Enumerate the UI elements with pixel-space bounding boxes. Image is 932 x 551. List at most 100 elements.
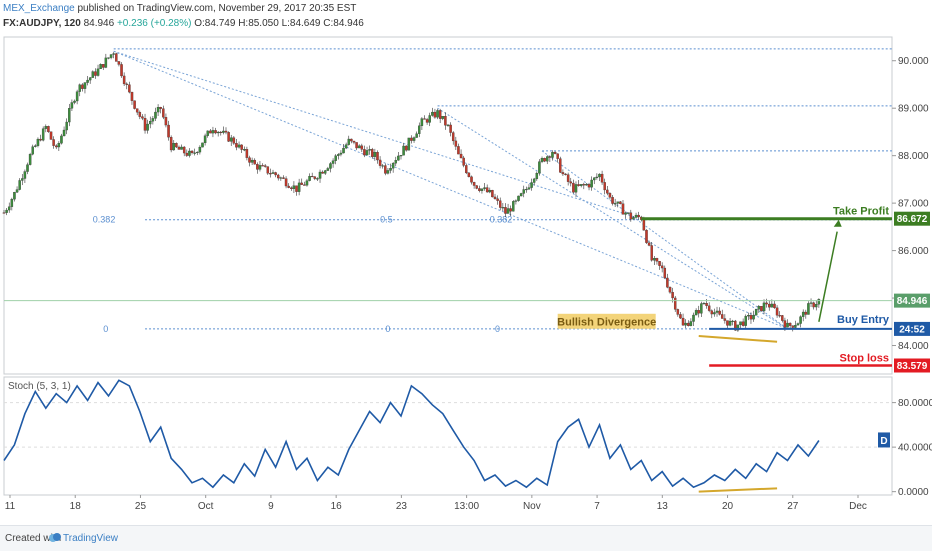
candle-body [551,151,554,158]
candle-body [164,117,168,126]
candle-body [514,200,518,202]
candle-body [587,184,591,188]
candle-body [679,314,682,319]
candle-body [339,152,343,155]
candle-body [78,84,81,92]
price-chart[interactable]: 90.00089.00088.00087.00086.00085.00084.0… [0,34,932,524]
candle-body [316,178,319,180]
candle-body [540,158,544,162]
candle-body [321,171,324,174]
candle-body [788,322,792,326]
candle-body [545,156,549,162]
candle-body [399,155,403,157]
candle-body [666,277,669,288]
price-level-badge [894,358,930,373]
candle-body [410,137,413,141]
candle-body [326,168,330,171]
tradingview-brand[interactable]: TradingView [63,533,119,544]
candle-body [232,137,236,144]
candle-body [715,310,719,313]
candle-body [687,322,690,326]
candle-body [590,179,593,188]
candle-body [151,118,155,122]
candle-body [626,212,630,214]
candle-body [744,315,747,326]
candle-body [509,208,512,212]
symbol-label: FX:AUDJPY, 120 [3,18,81,29]
time-tick-label: 20 [722,501,734,512]
candle-body [65,121,68,131]
candle-body [274,172,277,176]
trend-line [437,107,788,330]
candle-body [658,261,661,266]
candle-body [15,189,19,193]
time-tick-label: 25 [135,501,147,512]
candle-body [720,314,724,319]
candle-body [616,201,620,204]
candle-body [559,158,562,173]
candle-body [162,108,165,118]
candle-body [420,118,424,126]
ohlc-low: L:84.649 [281,18,321,29]
candle-body [713,312,716,315]
candle-body [276,174,280,179]
candle-body [229,137,233,142]
candle-body [109,54,113,58]
chart-header: MEX_Exchange published on TradingView.co… [0,0,932,34]
candle-body [156,107,160,113]
candle-body [681,317,685,326]
candle-body [376,152,379,161]
candle-body [710,310,714,315]
time-tick-label: Dec [849,501,867,512]
candle-body [488,189,492,193]
candle-body [608,193,612,198]
candle-body [582,184,586,186]
time-tick-label: 11 [5,501,16,512]
candle-body [697,310,700,314]
stop-loss-label: Stop loss [839,353,889,365]
price-level-badge [894,293,930,308]
candle-body [209,130,212,134]
fib-label: 0.382 [93,215,116,225]
candle-body [36,138,40,146]
candle-body [237,144,241,148]
candle-body [352,140,356,143]
candle-body [754,309,758,316]
candle-body [462,157,465,166]
candle-body [467,172,471,177]
time-tick-label: 27 [787,501,799,512]
candle-body [734,320,737,331]
candle-body [593,177,596,181]
candle-body [342,147,345,154]
candle-body [101,64,105,68]
candle-body [433,111,437,118]
candle-body [263,165,267,167]
candle-body [371,149,374,157]
candle-body [475,185,478,189]
candle-body [227,132,230,142]
candle-body [88,77,92,81]
candle-body [219,131,223,134]
candle-body [190,150,194,153]
candle-body [175,143,178,148]
time-tick-label: 13 [657,501,669,512]
publisher-link[interactable]: MEX_Exchange [3,3,75,14]
stoch-tick-label: 40.0000 [898,443,932,454]
change-value: +0.236 (+0.28%) [116,18,192,29]
candle-body [491,189,494,198]
candle-body [120,64,123,77]
candle-body [52,139,55,146]
candle-body [478,188,481,191]
candle-body [637,214,640,218]
candle-body [323,170,327,174]
candle-body [386,170,390,174]
candle-body [41,128,45,141]
time-tick-label: 9 [268,501,274,512]
candle-body [245,149,249,158]
candle-body [91,71,95,78]
candle-body [203,135,207,144]
candle-body [438,110,442,119]
candle-body [804,311,808,315]
candle-body [287,185,290,188]
candle-body [454,140,458,147]
